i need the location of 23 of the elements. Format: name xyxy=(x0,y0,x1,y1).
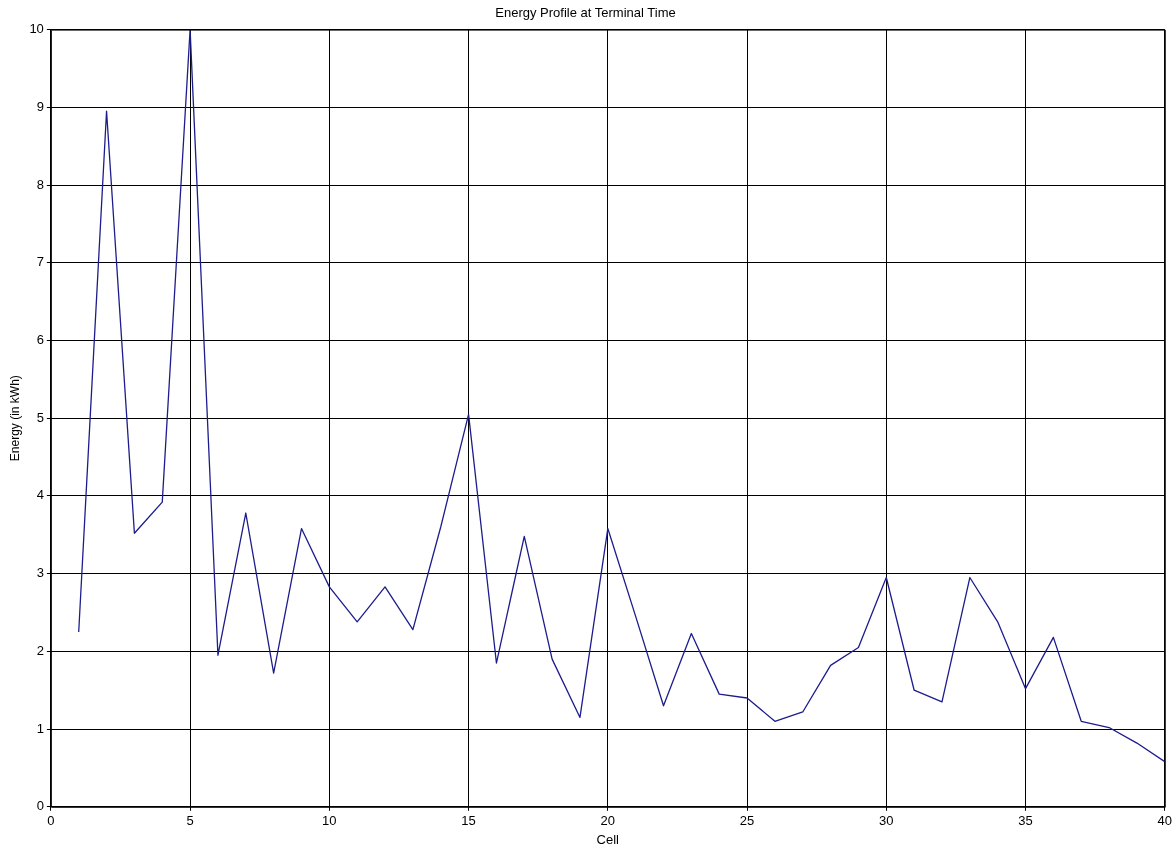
y-tick-label: 1 xyxy=(36,720,44,736)
chart-title: Energy Profile at Terminal Time xyxy=(495,5,676,21)
y-tick-label: 7 xyxy=(36,254,44,270)
x-tick-label: 20 xyxy=(600,813,616,829)
x-axis-title: Cell xyxy=(596,831,620,847)
x-tick-label: 5 xyxy=(186,813,194,829)
y-tick-label: 9 xyxy=(36,98,44,114)
y-tick-label: 10 xyxy=(29,21,44,37)
y-tick-label: 0 xyxy=(36,798,44,814)
x-tick-label: 30 xyxy=(879,813,894,829)
y-tick-label: 8 xyxy=(36,176,44,192)
x-tick-label: 10 xyxy=(322,813,337,829)
y-tick-label: 2 xyxy=(36,642,44,658)
x-tick-label: 35 xyxy=(1018,813,1033,829)
x-tick-label: 40 xyxy=(1157,813,1172,829)
y-tick-label: 5 xyxy=(36,409,44,425)
y-tick-label: 4 xyxy=(36,487,44,503)
y-tick-label: 6 xyxy=(36,332,44,348)
x-tick-label: 0 xyxy=(47,813,55,829)
x-tick-label: 15 xyxy=(461,813,476,829)
x-tick-label: 25 xyxy=(739,813,755,829)
y-tick-label: 3 xyxy=(36,565,44,581)
y-axis-title: Energy (in kWh) xyxy=(7,375,22,462)
